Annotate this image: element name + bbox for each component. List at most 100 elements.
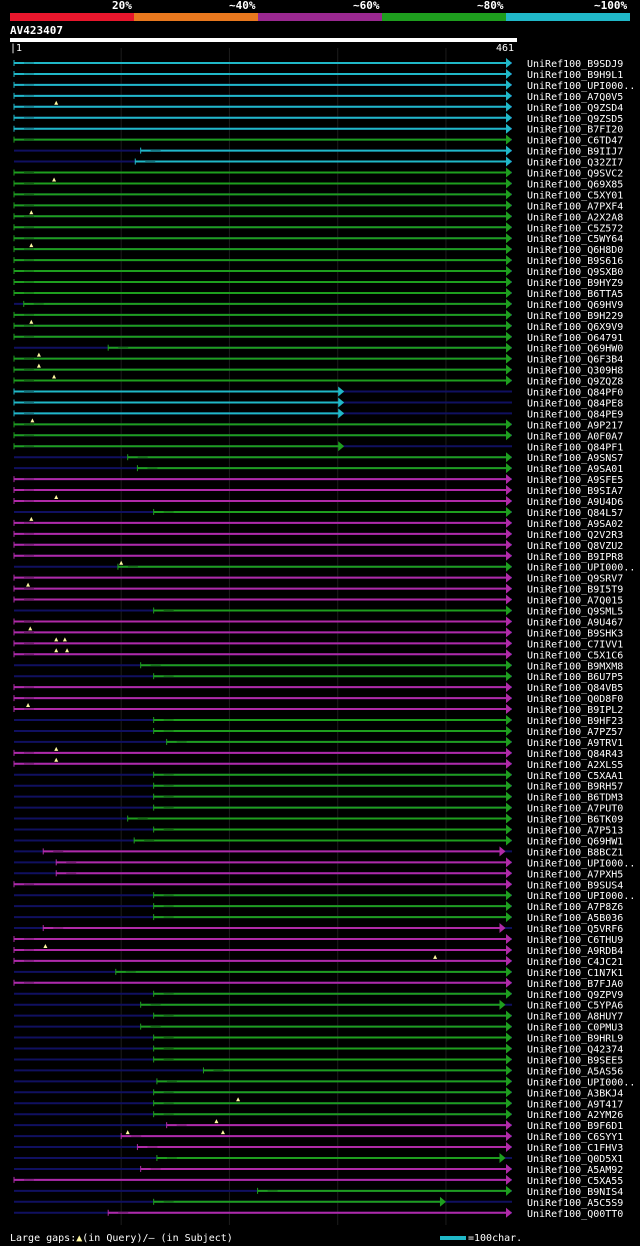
hit-label: UniRef100_Q84PE9	[527, 409, 623, 420]
hit-end-arrow	[506, 966, 512, 977]
hit-label: UniRef100_A9SA02	[527, 519, 623, 530]
scale-segment-3	[258, 13, 382, 21]
hit-end-arrow	[506, 79, 512, 90]
hit-end-arrow	[506, 364, 512, 375]
hit-label: UniRef100_A8HUY7	[527, 1012, 623, 1023]
hit-end-arrow	[506, 912, 512, 923]
legend-prefix: Large gaps:	[10, 1233, 77, 1244]
hit-end-arrow	[506, 266, 512, 277]
hit-end-arrow	[506, 1131, 512, 1142]
query-gap-icon	[62, 637, 67, 642]
scale-label-60: ~60%	[353, 0, 380, 12]
hit-label: UniRef100_Q9ZQZ8	[527, 377, 623, 388]
hit-label: UniRef100_Q69X85	[527, 179, 623, 190]
hit-label: UniRef100_A5C5S9	[527, 1198, 623, 1209]
hit-label: UniRef100_C4JC21	[527, 957, 623, 968]
hit-label: UniRef100_B6U7P5	[527, 672, 623, 683]
hit-end-arrow	[506, 342, 512, 353]
hit-end-arrow	[506, 660, 512, 671]
legend: Large gaps:▲(in Query)/– (in Subject)	[10, 1233, 233, 1245]
hit-label: UniRef100_B6TDM3	[527, 793, 623, 804]
hit-label: UniRef100_Q5VRF6	[527, 924, 623, 935]
hit-end-arrow	[506, 430, 512, 441]
hit-end-arrow	[338, 408, 345, 419]
hit-label: UniRef100_Q6F3B4	[527, 355, 623, 366]
hit-label: UniRef100_Q42374	[527, 1045, 623, 1056]
hit-label: UniRef100_A9U467	[527, 617, 623, 628]
hit-label: UniRef100_B9IPL2	[527, 705, 623, 716]
hit-label: UniRef100_C6THU9	[527, 935, 623, 946]
legend-scale: =100char.	[440, 1233, 522, 1245]
query-gap-icon	[52, 374, 57, 379]
hit-end-arrow	[506, 890, 512, 901]
hit-end-arrow	[506, 1032, 512, 1043]
hit-label: UniRef100_UPI000..	[527, 1077, 635, 1088]
hit-end-arrow	[506, 309, 512, 320]
hit-end-arrow	[506, 452, 512, 463]
hit-end-arrow	[506, 879, 512, 890]
hit-end-arrow	[506, 145, 512, 156]
hit-end-arrow	[506, 353, 512, 364]
hit-end-arrow	[506, 1120, 512, 1131]
hit-label: UniRef100_Q84PF1	[527, 442, 623, 453]
hit-end-arrow	[506, 594, 512, 605]
query-gap-icon	[29, 516, 34, 521]
hit-label: UniRef100_A7PZ57	[527, 727, 623, 738]
scale-segment-4	[382, 13, 506, 21]
hit-label: UniRef100_A5AS56	[527, 1066, 623, 1077]
hit-label: UniRef100_C5XAA1	[527, 771, 623, 782]
hit-end-arrow	[506, 255, 512, 266]
hit-end-arrow	[506, 813, 512, 824]
query-gap-icon	[36, 352, 41, 357]
query-end-position: 461	[496, 43, 515, 54]
hit-end-arrow	[506, 934, 512, 944]
query-gap-icon	[54, 100, 59, 105]
hit-label: UniRef100_Q6X9V9	[527, 322, 623, 333]
hit-end-arrow	[506, 1021, 512, 1032]
hit-label: UniRef100_C6SYY1	[527, 1132, 623, 1143]
hit-label: UniRef100_Q0D8F0	[527, 694, 623, 705]
query-gap-icon	[236, 1097, 241, 1102]
hit-label: UniRef100_B9H9L1	[527, 70, 623, 81]
scale-label-80: ~80%	[477, 0, 504, 12]
hit-end-arrow	[506, 222, 512, 233]
hit-label: UniRef100_Q8VZU2	[527, 541, 623, 552]
hit-label: UniRef100_B9HF23	[527, 716, 623, 727]
query-start-position: |1	[10, 43, 23, 54]
hit-label: UniRef100_A3BKJ4	[527, 1088, 623, 1099]
hit-end-arrow	[506, 485, 512, 496]
scale-label-100: ~100%	[594, 0, 628, 12]
hit-label: UniRef100_C0PMU3	[527, 1023, 623, 1034]
query-gap-icon	[52, 177, 57, 182]
hit-label: UniRef100_C6TD47	[527, 136, 623, 147]
hit-end-arrow	[506, 1185, 512, 1196]
hit-label: UniRef100_C5XA55	[527, 1176, 623, 1187]
hit-label: UniRef100_A2XLS5	[527, 760, 623, 771]
query-gap-icon	[29, 210, 34, 215]
hit-label: UniRef100_A0F0A7	[527, 431, 623, 442]
hit-label: UniRef100_UPI000..	[527, 563, 635, 574]
hit-end-arrow	[506, 736, 512, 747]
hit-end-arrow	[439, 1196, 446, 1207]
hit-end-arrow	[506, 233, 512, 244]
query-gap-icon	[26, 703, 31, 708]
hit-label: UniRef100_B9SEE5	[527, 1055, 623, 1066]
hit-label: UniRef100_Q0D5X1	[527, 1154, 623, 1165]
hit-label: UniRef100_Q9SVC2	[527, 169, 623, 180]
hit-end-arrow	[506, 1163, 512, 1174]
hit-label: UniRef100_B6TK09	[527, 815, 623, 826]
hit-label: UniRef100_A9U4D6	[527, 497, 623, 508]
hit-label: UniRef100_Q00TT0	[527, 1209, 623, 1220]
hit-end-arrow	[506, 616, 512, 627]
query-gap-icon	[28, 626, 33, 631]
hit-label: UniRef100_Q9SXB0	[527, 267, 623, 278]
hit-label: UniRef100_C5Z572	[527, 223, 623, 234]
hit-end-arrow	[506, 824, 512, 835]
hit-label: UniRef100_Q84VB5	[527, 683, 623, 694]
hit-end-arrow	[506, 528, 512, 539]
hit-label: UniRef100_Q9ZSD4	[527, 103, 623, 114]
hit-label: UniRef100_A9P217	[527, 420, 623, 431]
hit-end-arrow	[506, 1043, 512, 1054]
hit-end-arrow	[499, 999, 506, 1010]
